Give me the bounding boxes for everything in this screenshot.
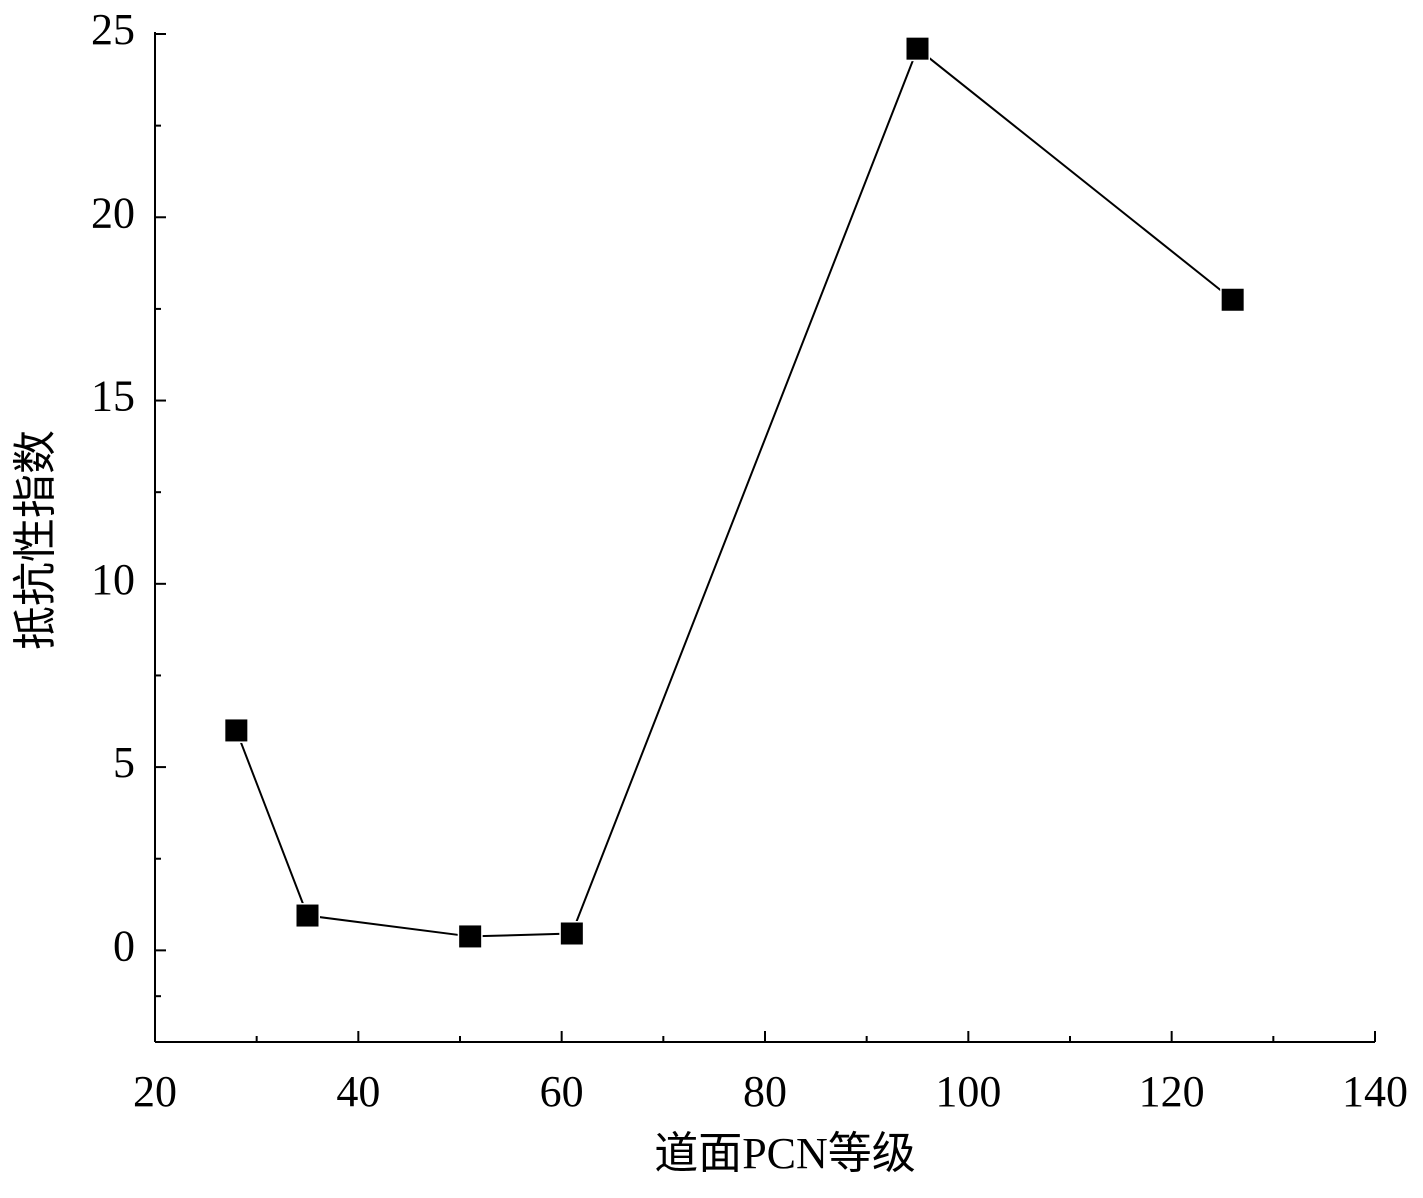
x-tick-label: 100 xyxy=(935,1067,1001,1116)
x-tick-label: 40 xyxy=(336,1067,380,1116)
x-tick-label: 20 xyxy=(133,1067,177,1116)
data-line xyxy=(235,47,1234,938)
y-axis-label: 抵抗性指数 xyxy=(11,430,60,650)
marker xyxy=(457,923,483,949)
x-tick-label: 120 xyxy=(1139,1067,1205,1116)
y-tick-label: 10 xyxy=(91,555,135,604)
marker xyxy=(223,717,249,743)
y-tick-label: 20 xyxy=(91,188,135,237)
x-tick-label: 60 xyxy=(540,1067,584,1116)
marker xyxy=(559,921,585,947)
y-tick-label: 25 xyxy=(91,5,135,54)
marker xyxy=(1220,287,1246,313)
y-tick-label: 15 xyxy=(91,372,135,421)
y-tick-label: 5 xyxy=(113,738,135,787)
x-tick-label: 140 xyxy=(1342,1067,1408,1116)
x-tick-label: 80 xyxy=(743,1067,787,1116)
marker xyxy=(905,36,930,62)
y-tick-label: 0 xyxy=(113,921,135,970)
marker xyxy=(295,903,320,929)
x-axis-label: 道面PCN等级 xyxy=(654,1129,916,1178)
